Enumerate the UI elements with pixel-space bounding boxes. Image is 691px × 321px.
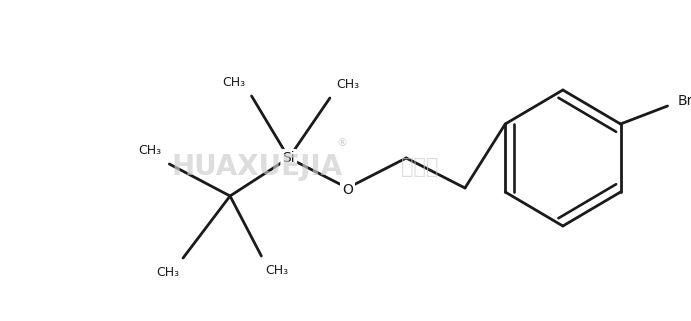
Text: CH₃: CH₃ <box>223 75 245 89</box>
Text: CH₃: CH₃ <box>336 77 359 91</box>
Text: CH₃: CH₃ <box>138 143 161 157</box>
Text: CH₃: CH₃ <box>265 264 289 276</box>
Text: CH₃: CH₃ <box>156 265 179 279</box>
Text: ®: ® <box>336 138 347 148</box>
Text: O: O <box>342 183 353 197</box>
Text: Si: Si <box>283 151 295 165</box>
Text: HUAXUEJIA: HUAXUEJIA <box>171 153 343 181</box>
Text: 化学加: 化学加 <box>401 157 438 177</box>
Text: Br: Br <box>677 94 691 108</box>
